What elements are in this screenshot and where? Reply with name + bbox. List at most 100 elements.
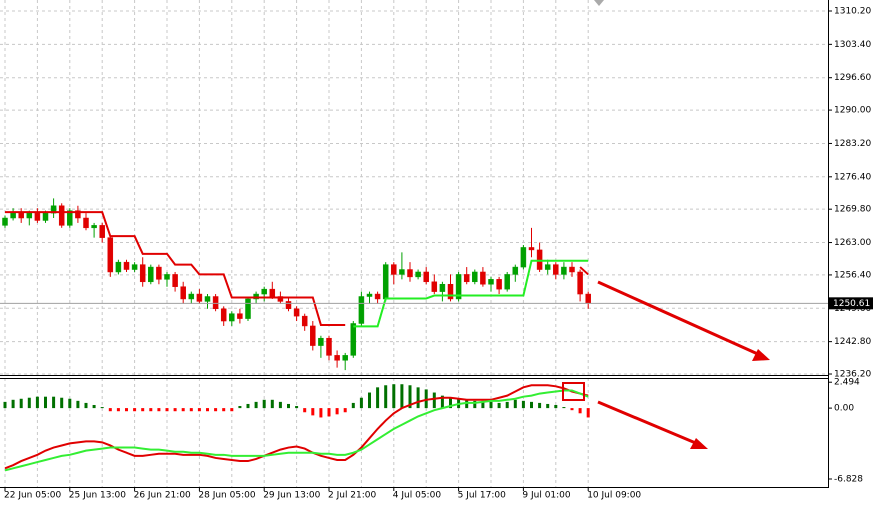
y-tick-label: 1290.00 [834,106,871,116]
y-tick-label: 0.00 [834,404,854,414]
x-tick-label: 2 Jul 21:00 [328,491,377,501]
candle-body [504,274,510,290]
histogram-bar [343,408,347,413]
arrow-head [752,349,770,361]
histogram-bar [254,401,258,409]
candle-body [561,266,567,275]
candle-body [512,266,519,275]
candle-body [107,237,114,273]
stop-line [353,259,589,328]
y-tick-label: 2.494 [834,378,860,388]
indicator-line [4,389,589,472]
histogram-bar [181,408,185,412]
histogram-bar [554,404,558,409]
histogram-bar [165,408,169,412]
histogram-bar [384,385,388,409]
histogram-bar [133,408,137,412]
candle-body [585,293,591,304]
candle-body [569,266,575,273]
candle-body [472,271,478,283]
histogram-bar [189,408,193,412]
candle-body [156,266,162,280]
histogram-bar [546,403,550,409]
histogram-bar [19,398,23,409]
histogram-bar [432,392,436,409]
candle-body [520,247,527,268]
histogram-bar [84,402,88,409]
histogram-bar [513,399,517,409]
histogram-bar [473,400,477,409]
histogram-bar [335,408,339,415]
candle-body [350,323,357,356]
candle-body [164,274,170,280]
candle-body [553,264,559,275]
histogram-bar [222,408,226,412]
x-tick-label: 4 Jul 05:00 [393,491,442,501]
candle-body [318,337,324,346]
y-tick-label: 1269.80 [834,205,871,215]
histogram-bar [359,397,363,409]
histogram-bar [424,389,428,409]
y-tick-label: 1276.40 [834,172,871,182]
candle-body [269,288,276,297]
histogram-bar [295,406,299,409]
histogram-bar [311,408,315,416]
x-tick-label: 10 Jul 09:00 [587,491,641,501]
histogram-bar [351,402,355,409]
x-tick-label: 25 Jun 13:00 [69,491,126,501]
last-price-label: 1250.61 [833,299,870,309]
candle-body [528,247,535,251]
highlight-box [562,382,585,401]
candle-body [42,212,49,221]
histogram-bar [230,408,234,412]
candle-body [577,271,583,295]
candle-body [301,315,308,327]
arrow-head [690,438,708,449]
histogram-bar [376,387,380,409]
histogram-bar [303,408,307,413]
candle-body [229,313,235,322]
histogram-bar [327,408,331,417]
histogram-bar [400,384,404,409]
histogram-bar [270,399,274,409]
candle-body [83,217,89,229]
candle-body [91,225,97,229]
candle-body [196,293,203,302]
candle-body [374,293,381,300]
last-price-box [829,297,873,310]
histogram-bar [35,396,39,409]
marks [0,198,828,472]
histogram-bar [449,397,452,409]
candle-body [2,217,8,226]
candle-body [245,298,251,319]
histogram-bar [125,408,128,412]
histogram-bar [60,397,64,409]
candle-body [99,225,105,238]
candle-body [431,281,438,292]
candle-body [172,274,178,287]
histogram-bar [173,408,177,412]
y-tick-label: 1263.00 [834,238,871,248]
candle-body [480,271,486,285]
histogram-bar [27,397,31,409]
candle-body [188,293,195,300]
histogram-bar [246,403,250,409]
candle-body [58,205,65,226]
histogram-bar [562,407,566,409]
x-tick-label: 22 Jun 05:00 [4,491,61,501]
histogram-bar [578,408,582,414]
histogram-bar [570,408,574,411]
histogram-bar [92,404,96,409]
candle-body [382,264,389,300]
candle-body [148,266,154,283]
histogram-bar [465,399,469,409]
histogram-bar [408,385,412,409]
histogram-bar [157,408,161,412]
candle-body [237,313,243,319]
candle-body [342,355,348,361]
shift-marker [594,0,604,6]
annotations [562,280,770,449]
stop-line [5,211,589,326]
candle-body [439,283,446,292]
y-tick-label: -6.828 [834,474,863,484]
